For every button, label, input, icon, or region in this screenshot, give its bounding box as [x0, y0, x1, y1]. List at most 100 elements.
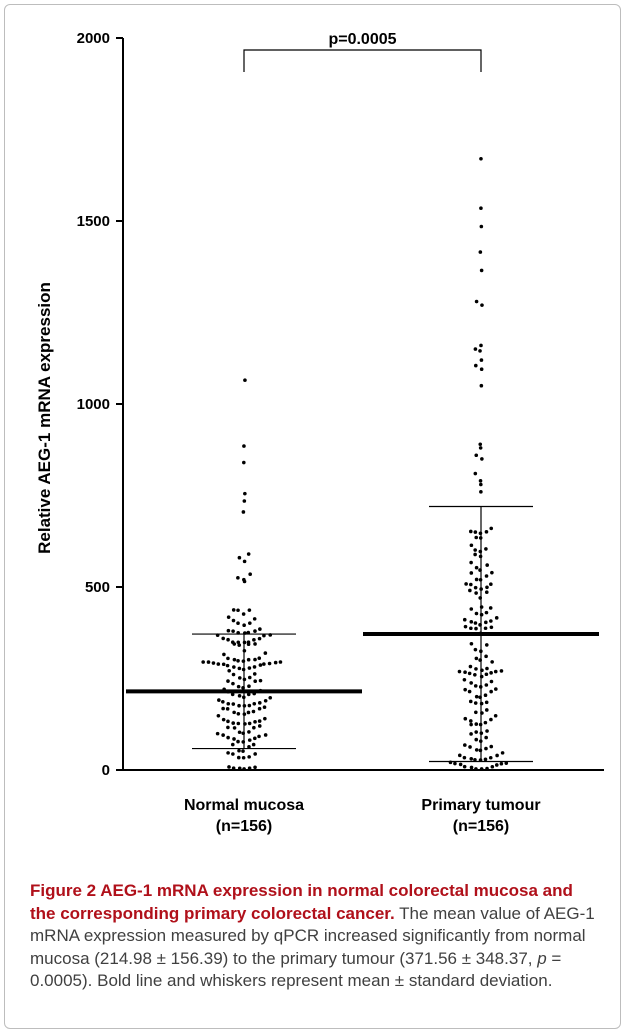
data-point-primary-tumour [484, 530, 489, 534]
data-point-normal-mucosa [253, 642, 257, 646]
caption-text-1: The mean value of AEG-1 mRNA expression … [30, 903, 595, 968]
data-point-primary-tumour [473, 757, 477, 762]
data-point-normal-mucosa [246, 552, 251, 556]
data-point-primary-tumour [474, 591, 478, 595]
data-point-primary-tumour [490, 570, 494, 575]
data-point-normal-mucosa [242, 444, 246, 448]
data-point-primary-tumour [473, 684, 478, 688]
data-point-primary-tumour [464, 582, 468, 586]
data-points [201, 156, 509, 771]
data-point-normal-mucosa [231, 766, 236, 770]
data-point-primary-tumour [473, 647, 478, 652]
data-point-primary-tumour [469, 681, 473, 685]
data-point-primary-tumour [493, 713, 498, 718]
data-point-primary-tumour [484, 574, 489, 578]
data-point-normal-mucosa [236, 739, 240, 744]
data-point-normal-mucosa [236, 576, 240, 580]
data-point-normal-mucosa [230, 742, 235, 747]
data-point-normal-mucosa [252, 665, 257, 669]
data-point-primary-tumour [473, 701, 478, 705]
data-point-primary-tumour [474, 694, 479, 699]
data-point-normal-mucosa [226, 637, 230, 642]
data-point-primary-tumour [489, 671, 493, 675]
data-point-normal-mucosa [241, 510, 246, 514]
data-point-normal-mucosa [251, 742, 256, 747]
data-point-normal-mucosa [231, 672, 236, 677]
x-n-label-primary-tumour: (n=156) [453, 818, 509, 835]
data-point-normal-mucosa [247, 684, 251, 689]
data-point-primary-tumour [463, 743, 467, 747]
data-point-normal-mucosa [257, 656, 262, 661]
data-point-normal-mucosa [267, 661, 272, 666]
data-point-primary-tumour [489, 526, 494, 531]
data-point-primary-tumour [469, 582, 473, 587]
y-tick-label: 500 [85, 579, 110, 596]
data-point-primary-tumour [474, 730, 478, 734]
data-point-primary-tumour [474, 535, 479, 540]
data-point-primary-tumour [489, 619, 493, 623]
data-point-primary-tumour [493, 669, 498, 674]
data-point-normal-mucosa [241, 612, 246, 616]
data-point-normal-mucosa [268, 695, 273, 700]
data-point-normal-mucosa [247, 721, 252, 726]
data-point-normal-mucosa [257, 701, 262, 705]
data-point-normal-mucosa [242, 577, 246, 582]
data-point-normal-mucosa [243, 378, 247, 383]
data-point-normal-mucosa [216, 662, 221, 666]
data-point-primary-tumour [494, 763, 499, 767]
y-ticks: 0 500 1000 1500 2000 [77, 30, 123, 779]
data-point-primary-tumour [488, 606, 493, 610]
data-point-primary-tumour [474, 722, 479, 726]
data-point-normal-mucosa [211, 661, 216, 665]
data-point-normal-mucosa [237, 676, 242, 680]
data-point-normal-mucosa [221, 662, 226, 667]
data-point-primary-tumour [473, 621, 478, 625]
data-point-primary-tumour [500, 751, 505, 755]
data-point-normal-mucosa [278, 660, 283, 664]
data-point-primary-tumour [474, 667, 478, 671]
data-point-normal-mucosa [247, 766, 252, 771]
data-point-normal-mucosa [231, 752, 235, 756]
data-point-primary-tumour [469, 543, 474, 548]
data-point-normal-mucosa [232, 710, 236, 715]
data-point-normal-mucosa [226, 735, 230, 740]
data-point-primary-tumour [473, 672, 477, 677]
data-point-primary-tumour [469, 620, 474, 624]
figure-frame [4, 4, 621, 1029]
data-point-primary-tumour [468, 745, 472, 749]
data-point-primary-tumour [478, 250, 483, 254]
data-point-normal-mucosa [226, 656, 230, 661]
data-point-primary-tumour [468, 588, 472, 593]
data-point-normal-mucosa [273, 660, 278, 665]
data-point-primary-tumour [484, 590, 489, 595]
data-point-primary-tumour [469, 607, 474, 611]
data-point-primary-tumour [483, 626, 488, 631]
data-point-normal-mucosa [241, 749, 245, 753]
data-point-primary-tumour [474, 656, 479, 661]
data-point-primary-tumour [479, 224, 484, 229]
data-point-normal-mucosa [221, 717, 226, 722]
data-point-primary-tumour [490, 764, 495, 769]
data-point-primary-tumour [479, 268, 484, 273]
data-point-normal-mucosa [263, 651, 268, 655]
data-point-normal-mucosa [230, 692, 235, 697]
data-point-primary-tumour [479, 490, 483, 494]
data-point-normal-mucosa [253, 720, 257, 724]
significance-bracket: p=0.0005 [243, 31, 482, 72]
data-point-normal-mucosa [242, 623, 246, 628]
data-point-normal-mucosa [237, 730, 242, 735]
data-point-normal-mucosa [247, 755, 251, 759]
data-point-primary-tumour [484, 735, 488, 740]
data-point-primary-tumour [453, 761, 457, 766]
data-point-normal-mucosa [263, 699, 268, 703]
data-point-normal-mucosa [252, 617, 257, 621]
data-point-normal-mucosa [247, 666, 252, 670]
data-point-normal-mucosa [227, 765, 231, 769]
data-point-normal-mucosa [226, 679, 230, 683]
data-point-normal-mucosa [246, 692, 251, 697]
data-point-normal-mucosa [252, 672, 257, 676]
data-point-normal-mucosa [253, 736, 257, 741]
data-point-normal-mucosa [237, 694, 242, 698]
data-point-normal-mucosa [230, 640, 235, 645]
data-point-primary-tumour [484, 610, 489, 615]
